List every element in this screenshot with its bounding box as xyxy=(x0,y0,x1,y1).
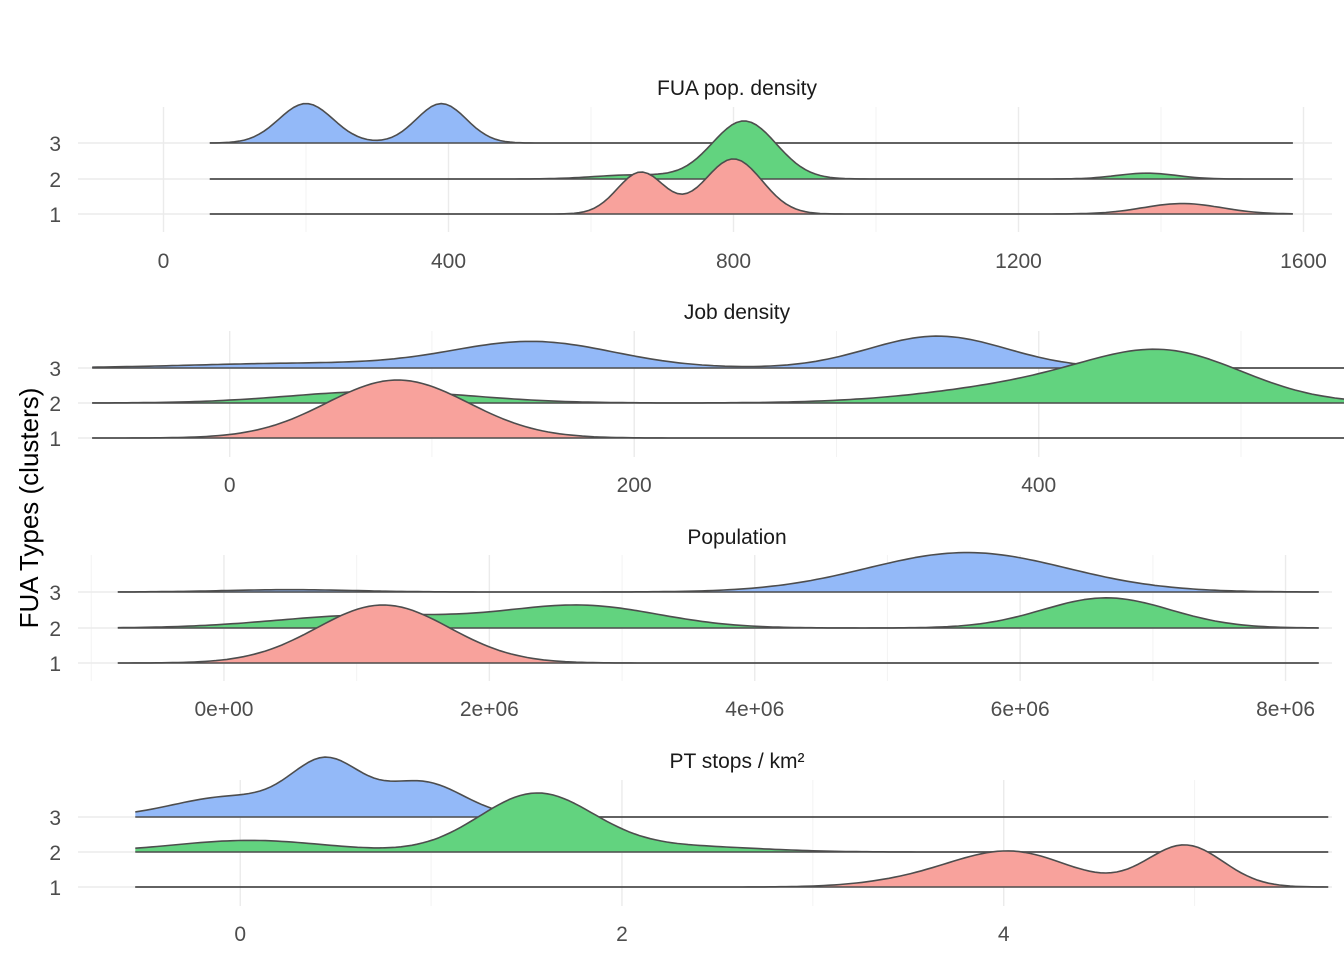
x-tick-label: 8e+06 xyxy=(1256,698,1315,721)
panel-title: Job density xyxy=(684,301,791,324)
ridge-fill-cluster-2 xyxy=(209,121,1293,179)
ridge-fill-cluster-2 xyxy=(135,793,1329,852)
y-tick-label: 3 xyxy=(49,807,61,830)
ridge-fill-cluster-3 xyxy=(209,103,1293,143)
y-tick-label: 1 xyxy=(49,204,61,227)
panel-title: PT stops / km² xyxy=(670,750,805,773)
y-tick-label: 3 xyxy=(49,358,61,381)
panel-1: FUA pop. density 0 400 800 1200 1600 1 2 3 xyxy=(49,77,1332,273)
x-tick-label: 800 xyxy=(716,250,751,273)
x-tick-label: 0e+00 xyxy=(194,698,253,721)
y-tick-label: 1 xyxy=(49,428,61,451)
x-tick-label: 4 xyxy=(998,923,1010,946)
ridge-fill-cluster-1 xyxy=(135,844,1329,887)
ridge-fill-cluster-3 xyxy=(117,552,1319,592)
x-tick-label: 0 xyxy=(158,250,170,273)
x-tick-label: 4e+06 xyxy=(725,698,784,721)
x-tick-label: 6e+06 xyxy=(991,698,1050,721)
panel-title: Population xyxy=(687,526,786,549)
ridge-fill-cluster-3 xyxy=(92,336,1344,368)
ridge-fill-cluster-3 xyxy=(135,757,1329,817)
x-tick-label: 0 xyxy=(234,923,246,946)
y-tick-label: 1 xyxy=(49,653,61,676)
ridge-fill-cluster-1 xyxy=(117,605,1319,663)
y-tick-label: 2 xyxy=(49,169,61,192)
ridge-outline-cluster-3 xyxy=(117,551,1319,593)
y-tick-label: 2 xyxy=(49,618,61,641)
x-tick-label: 400 xyxy=(431,250,466,273)
ridge-outline-cluster-2 xyxy=(117,597,1319,629)
x-tick-label: 2e+06 xyxy=(460,698,519,721)
x-tick-label: 1200 xyxy=(995,250,1042,273)
y-tick-label: 2 xyxy=(49,393,61,416)
x-tick-label: 2 xyxy=(616,923,628,946)
ridge-fill-cluster-2 xyxy=(92,349,1344,403)
ridge-fill-cluster-1 xyxy=(209,159,1293,214)
panel-2: Job density 0 200 400 1 2 3 xyxy=(49,301,1344,497)
y-tick-label: 3 xyxy=(49,133,61,156)
y-tick-label: 3 xyxy=(49,582,61,605)
panel-3: Population 0e+00 2e+06 4e+06 6e+06 8e+06 1 2 3 xyxy=(49,526,1332,721)
x-tick-label: 1600 xyxy=(1280,250,1327,273)
y-tick-label: 1 xyxy=(49,877,61,900)
x-tick-label: 400 xyxy=(1021,474,1056,497)
ridge-fill-cluster-1 xyxy=(92,380,1344,438)
y-axis-label: FUA Types (clusters) xyxy=(14,388,44,629)
panel-4: PT stops / km² 0 2 4 1 2 3 xyxy=(49,750,1332,946)
panel-title: FUA pop. density xyxy=(657,77,817,100)
x-tick-label: 200 xyxy=(617,474,652,497)
y-tick-label: 2 xyxy=(49,842,61,865)
x-tick-label: 0 xyxy=(224,474,236,497)
